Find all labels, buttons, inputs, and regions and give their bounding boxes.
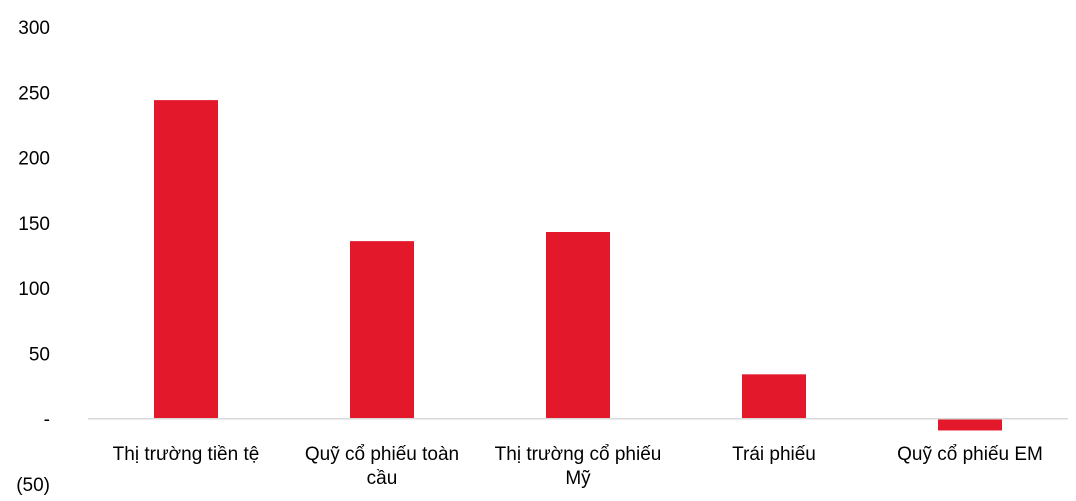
y-tick-label: 250 <box>18 83 50 104</box>
x-category-label: Thị trường tiền tệ <box>113 444 260 465</box>
y-axis-tick-labels: (50) - 50 100 150 200 250 300 <box>16 18 50 496</box>
x-category-label-line: Trái phiếu <box>732 444 816 465</box>
bar <box>350 241 414 419</box>
bar <box>546 231 610 419</box>
x-category-label: Thị trường cổ phiếu Mỹ <box>495 444 662 489</box>
x-axis-category-labels: Thị trường tiền tệ Quỹ cổ phiếu toàn cầu Th… <box>113 444 1043 489</box>
x-category-label-line: Thị trường tiền tệ <box>113 444 260 465</box>
y-tick-label: 50 <box>29 344 50 365</box>
y-tick-label: 100 <box>18 279 50 300</box>
bar <box>742 374 806 419</box>
x-category-label: Trái phiếu <box>732 444 816 465</box>
y-tick-label: 200 <box>18 149 50 170</box>
y-tick-label: 150 <box>18 214 50 235</box>
bars <box>154 100 1002 431</box>
bar <box>154 100 218 419</box>
x-category-label: Quỹ cổ phiếu EM <box>897 444 1043 465</box>
y-tick-label: (50) <box>16 475 50 496</box>
x-category-label-line: Quỹ cổ phiếu EM <box>897 444 1043 465</box>
x-category-label: Quỹ cổ phiếu toàn cầu <box>305 444 459 489</box>
y-tick-label: 300 <box>18 18 50 39</box>
x-category-label-line: cầu <box>367 468 398 489</box>
x-category-label-line: Quỹ cổ phiếu toàn <box>305 444 459 465</box>
x-category-label-line: Thị trường cổ phiếu <box>495 444 662 465</box>
x-category-label-line: Mỹ <box>565 468 591 489</box>
bar <box>938 418 1002 431</box>
y-tick-label: - <box>44 410 50 431</box>
